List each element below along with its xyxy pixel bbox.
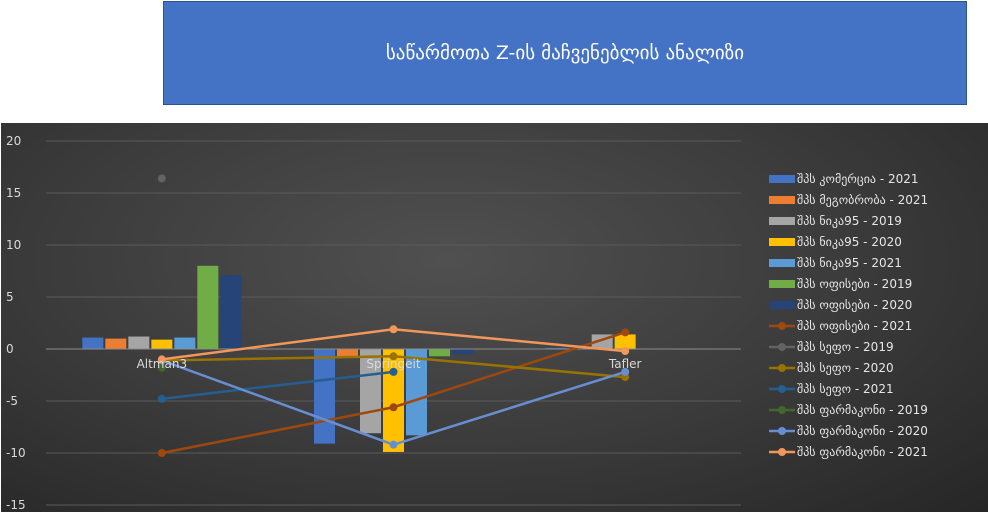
bar	[220, 275, 242, 349]
y-tick-label: 15	[6, 186, 21, 200]
category-labels: Altman3 Springeit Tafler	[137, 357, 642, 371]
bar	[614, 334, 636, 349]
legend-swatch-point	[778, 364, 786, 372]
legend-swatch-point	[778, 406, 786, 414]
y-tick-label: -10	[6, 446, 26, 460]
legend-swatch	[769, 175, 795, 183]
series-point	[389, 352, 398, 361]
bar	[545, 347, 567, 349]
series-point	[157, 394, 166, 403]
series-point	[389, 367, 398, 376]
legend-label: შპს ფარმაკონი - 2020	[797, 424, 928, 438]
legend-label: შპს სეფო - 2021	[797, 382, 894, 396]
legend-swatch	[769, 280, 795, 288]
legend: შპს კომერცია - 2021 შპს მეგობრობა - 2021 შ…	[769, 172, 928, 459]
series-point	[389, 403, 398, 412]
bar	[452, 349, 473, 355]
bar	[82, 337, 104, 349]
y-tick-label: -15	[6, 498, 26, 512]
bar	[105, 338, 127, 349]
y-tick-label: -5	[6, 394, 18, 408]
bar	[174, 337, 196, 349]
series-point	[621, 328, 630, 337]
series-point	[389, 325, 398, 334]
y-axis-ticks: 20 15 10 5 0 -5 -10 -15	[6, 134, 26, 512]
legend-swatch-point	[778, 427, 786, 435]
bar	[128, 336, 150, 349]
series-point	[157, 449, 166, 457]
series-point	[389, 440, 398, 449]
series-lines	[157, 174, 630, 457]
series-point	[157, 363, 166, 372]
legend-label: შპს სეფო - 2019	[797, 340, 894, 354]
legend-swatch	[769, 217, 795, 225]
legend-label: შპს კომერცია - 2021	[797, 172, 919, 186]
series-point	[157, 355, 166, 364]
bar	[314, 349, 335, 444]
category-label: Springeit	[366, 357, 420, 371]
y-tick-label: 10	[6, 238, 21, 252]
bar	[406, 349, 427, 436]
legend-label: შპს ნიკა95 - 2021	[797, 256, 902, 270]
legend-swatch	[769, 238, 795, 246]
series-point	[621, 367, 630, 376]
legend-label: შპს ოფისები - 2021	[797, 319, 912, 333]
legend-label: შპს ოფისები - 2020	[797, 298, 912, 312]
y-tick-label: 0	[6, 342, 14, 356]
legend-swatch-point	[778, 385, 786, 393]
category-label: Altman3	[137, 357, 188, 371]
legend-swatch	[769, 301, 795, 309]
chart-area: 20 15 10 5 0 -5 -10 -15 Altman3 Springeit Tafler …	[1, 123, 988, 512]
legend-label: შპს ფარმაკონი - 2021	[797, 445, 928, 459]
legend-swatch-point	[778, 448, 786, 456]
legend-label: შპს მეგობრობა - 2021	[797, 193, 928, 207]
series-line	[161, 370, 394, 401]
legend-swatch-point	[778, 322, 786, 330]
category-label: Tafler	[608, 357, 642, 371]
bar	[151, 339, 173, 349]
series-point	[157, 174, 166, 183]
legend-label: შპს ფარმაკონი - 2019	[797, 403, 928, 417]
legend-swatch-point	[778, 343, 786, 351]
series-point	[621, 347, 630, 356]
bar	[197, 265, 219, 349]
legend-label: შპს სეფო - 2020	[797, 361, 894, 375]
chart-title-box: საწარმოთა Z-ის მაჩვენებლის ანალიზი	[163, 1, 967, 105]
legend-swatch	[769, 259, 795, 267]
legend-label: შპს ნიკა95 - 2019	[797, 214, 902, 228]
y-tick-label: 20	[6, 134, 21, 148]
bar	[429, 349, 450, 357]
chart-title: საწარმოთა Z-ის მაჩვენებლის ანალიზი	[385, 42, 745, 64]
bar	[337, 349, 358, 358]
legend-label: შპს ნიკა95 - 2020	[797, 235, 902, 249]
bar	[383, 349, 404, 452]
legend-swatch	[769, 196, 795, 204]
y-tick-label: 5	[6, 290, 14, 304]
legend-label: შპს ოფისები - 2019	[797, 277, 912, 291]
